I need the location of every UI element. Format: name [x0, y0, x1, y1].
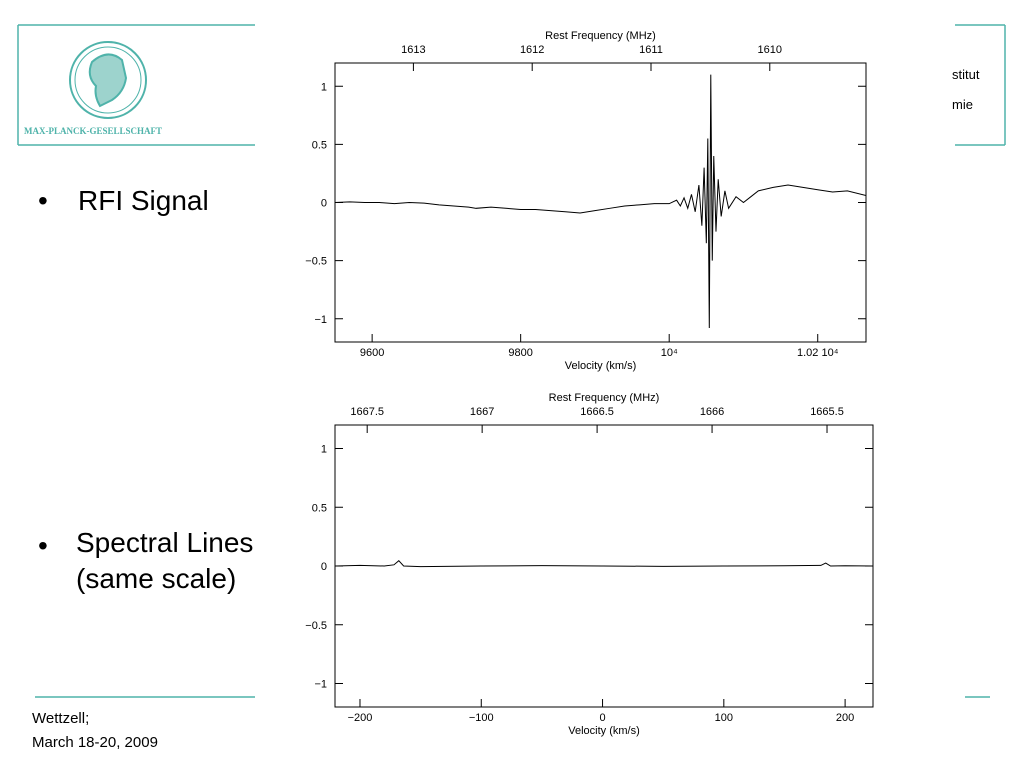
x-tick-label: −200 [348, 712, 373, 724]
data-line [335, 74, 866, 329]
y-tick-label: −0.5 [305, 620, 327, 632]
x-axis-title: Velocity (km/s) [568, 725, 640, 737]
plot [335, 560, 873, 568]
logo-ring [69, 41, 147, 119]
chart: −1 −0.5 0 0.5 1 9600 9800 10⁴ 1.02 10⁴ 1613 1612 16… [290, 28, 880, 378]
y-tick-label: 0 [321, 198, 327, 210]
x2-axis-title: Rest Frequency (MHz) [545, 30, 656, 42]
bullet-box: Spectral Lines (same scale) [76, 527, 254, 594]
x2-tick-label: 1611 [639, 44, 663, 56]
x-tick-label: 9800 [508, 347, 532, 359]
x2-tick-label: 1666 [700, 406, 724, 418]
plot [335, 74, 866, 329]
x2-tick-label: 1613 [401, 44, 425, 56]
footer-text: Wettzell; [32, 710, 89, 727]
x-tick-label: 100 [715, 712, 733, 724]
y-tick-label: 1 [321, 444, 327, 456]
y-tick-label: −1 [314, 314, 327, 326]
x2-tick-label: 1667 [470, 406, 494, 418]
y-tick-label: 0.5 [312, 139, 327, 151]
x2-tick-label: 1665.5 [810, 406, 844, 418]
institute-text: mie [952, 97, 973, 112]
y-tick-label: 0.5 [312, 502, 327, 514]
bullet-mark: • [38, 530, 48, 561]
header-frame [17, 24, 1006, 698]
chart: −1 −0.5 0 0.5 1 −200 −100 0 100 200 1667.5 1667 1666… [290, 388, 880, 745]
x-tick-label: 0 [599, 712, 605, 724]
x-tick-label: 200 [836, 712, 854, 724]
logo-text: MAX-PLANCK-GESELLSCHAFT [24, 126, 162, 136]
chart-background [290, 388, 880, 745]
plot-frame [334, 424, 874, 708]
footer-text: March 18-20, 2009 [32, 734, 158, 751]
y-tick-label: 1 [321, 81, 327, 93]
x2-tick-label: 1666.5 [580, 406, 614, 418]
plot-frame [334, 62, 867, 343]
x-tick-label: 9600 [360, 347, 384, 359]
logo [69, 41, 147, 119]
x-axis-title: Velocity (km/s) [565, 360, 637, 372]
y-tick-label: 0 [321, 561, 327, 573]
logo-head [88, 53, 128, 108]
y-tick-label: −0.5 [305, 256, 327, 268]
x-tick-label: 10⁴ [661, 347, 678, 359]
logo-ring [74, 46, 142, 114]
x2-tick-label: 1667.5 [350, 406, 384, 418]
x2-tick-label: 1612 [520, 44, 544, 56]
x2-axis-title: Rest Frequency (MHz) [549, 392, 660, 404]
bullet-text: Spectral Lines (same scale) [76, 527, 254, 594]
data-line [335, 560, 873, 568]
x-tick-label: −100 [469, 712, 494, 724]
bullet-text: RFI Signal [78, 185, 209, 216]
y-tick-label: −1 [314, 679, 327, 691]
x2-tick-label: 1610 [758, 44, 782, 56]
x-tick-label: 1.02 10⁴ [797, 347, 839, 359]
institute-text: stitut [952, 67, 980, 82]
bullet-mark: • [38, 185, 48, 216]
